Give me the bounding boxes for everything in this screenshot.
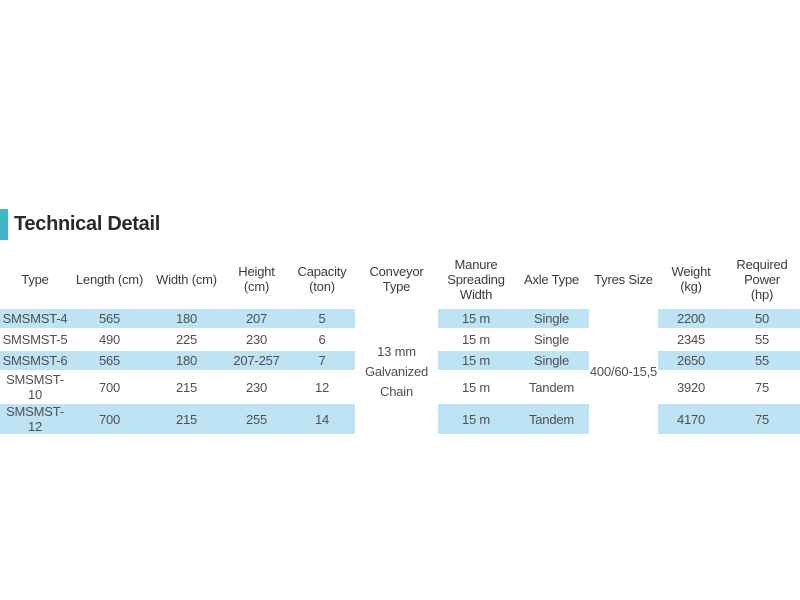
table-row: SMSMST-10 700 215 230 12 15 m Tandem 392…	[0, 371, 800, 403]
cell-manure-width: 15 m	[438, 308, 514, 329]
cell-axle-type: Tandem	[514, 403, 589, 435]
table-row: SMSMST-12 700 215 255 14 15 m Tandem 417…	[0, 403, 800, 435]
heading-accent-bar	[0, 209, 8, 240]
table-row: SMSMST-4 565 180 207 5 13 mm Galvanized …	[0, 308, 800, 435]
page-title: Technical Detail	[14, 213, 160, 235]
cell-capacity: 14	[289, 403, 355, 435]
cell-width: 180	[149, 308, 224, 329]
col-header-width: Width (cm)	[156, 271, 217, 287]
cell-power: 50	[724, 308, 800, 329]
col-header-type: Type	[21, 271, 49, 287]
cell-power: 75	[724, 403, 800, 435]
cell-width: 215	[149, 403, 224, 435]
cell-length: 700	[70, 371, 149, 403]
table-row: SMSMST-5 490 225 230 6 15 m Single 2345 …	[0, 329, 800, 350]
cell-axle-type: Single	[514, 350, 589, 371]
cell-manure-width: 15 m	[438, 371, 514, 403]
cell-manure-width: 15 m	[438, 403, 514, 435]
cell-manure-width: 15 m	[438, 329, 514, 350]
cell-height: 207	[224, 308, 289, 329]
table-header-row: Type Length (cm) Width (cm) Height (cm) …	[0, 250, 800, 308]
cell-weight: 3920	[658, 371, 724, 403]
col-header-length: Length (cm)	[75, 271, 144, 287]
cell-weight: 4170	[658, 403, 724, 435]
cell-weight: 2200	[658, 308, 724, 329]
cell-type: SMSMST-12	[0, 403, 70, 435]
cell-power: 55	[724, 329, 800, 350]
cell-height: 230	[224, 329, 289, 350]
cell-type: SMSMST-6	[0, 350, 70, 371]
cell-height: 255	[224, 403, 289, 435]
col-header-conveyor-type: Conveyor Type	[369, 264, 424, 294]
cell-axle-type: Single	[514, 329, 589, 350]
technical-detail-table: Type Length (cm) Width (cm) Height (cm) …	[0, 250, 800, 435]
cell-axle-type: Tandem	[514, 371, 589, 403]
cell-capacity: 12	[289, 371, 355, 403]
cell-power: 75	[724, 371, 800, 403]
cell-type: SMSMST-4	[0, 308, 70, 329]
cell-axle-type: Single	[514, 308, 589, 329]
col-header-capacity: Capacity (ton)	[297, 264, 347, 294]
cell-height: 230	[224, 371, 289, 403]
cell-power: 55	[724, 350, 800, 371]
cell-capacity: 7	[289, 350, 355, 371]
cell-width: 225	[149, 329, 224, 350]
section-heading: Technical Detail	[0, 209, 160, 240]
col-header-height: Height (cm)	[238, 264, 275, 294]
cell-width: 180	[149, 350, 224, 371]
cell-weight: 2650	[658, 350, 724, 371]
cell-length: 490	[70, 329, 149, 350]
table-row: SMSMST-6 565 180 207-257 7 15 m Single 2…	[0, 350, 800, 371]
cell-capacity: 5	[289, 308, 355, 329]
tyres-size-merged-cell: 400/60-15,5	[589, 308, 658, 435]
cell-length: 565	[70, 308, 149, 329]
cell-length: 700	[70, 403, 149, 435]
cell-capacity: 6	[289, 329, 355, 350]
cell-type: SMSMST-10	[0, 371, 70, 403]
cell-length: 565	[70, 350, 149, 371]
cell-type: SMSMST-5	[0, 329, 70, 350]
col-header-manure-spreading-width: Manure Spreading Width	[447, 256, 505, 302]
col-header-required-power: Required Power (hp)	[736, 256, 788, 302]
cell-manure-width: 15 m	[438, 350, 514, 371]
cell-height: 207-257	[224, 350, 289, 371]
col-header-weight: Weight (kg)	[671, 264, 711, 294]
conveyor-type-merged-cell: 13 mm Galvanized Chain	[355, 308, 438, 435]
col-header-tyres-size: Tyres Size	[594, 271, 653, 287]
cell-weight: 2345	[658, 329, 724, 350]
cell-width: 215	[149, 371, 224, 403]
col-header-axle-type: Axle Type	[523, 271, 580, 287]
